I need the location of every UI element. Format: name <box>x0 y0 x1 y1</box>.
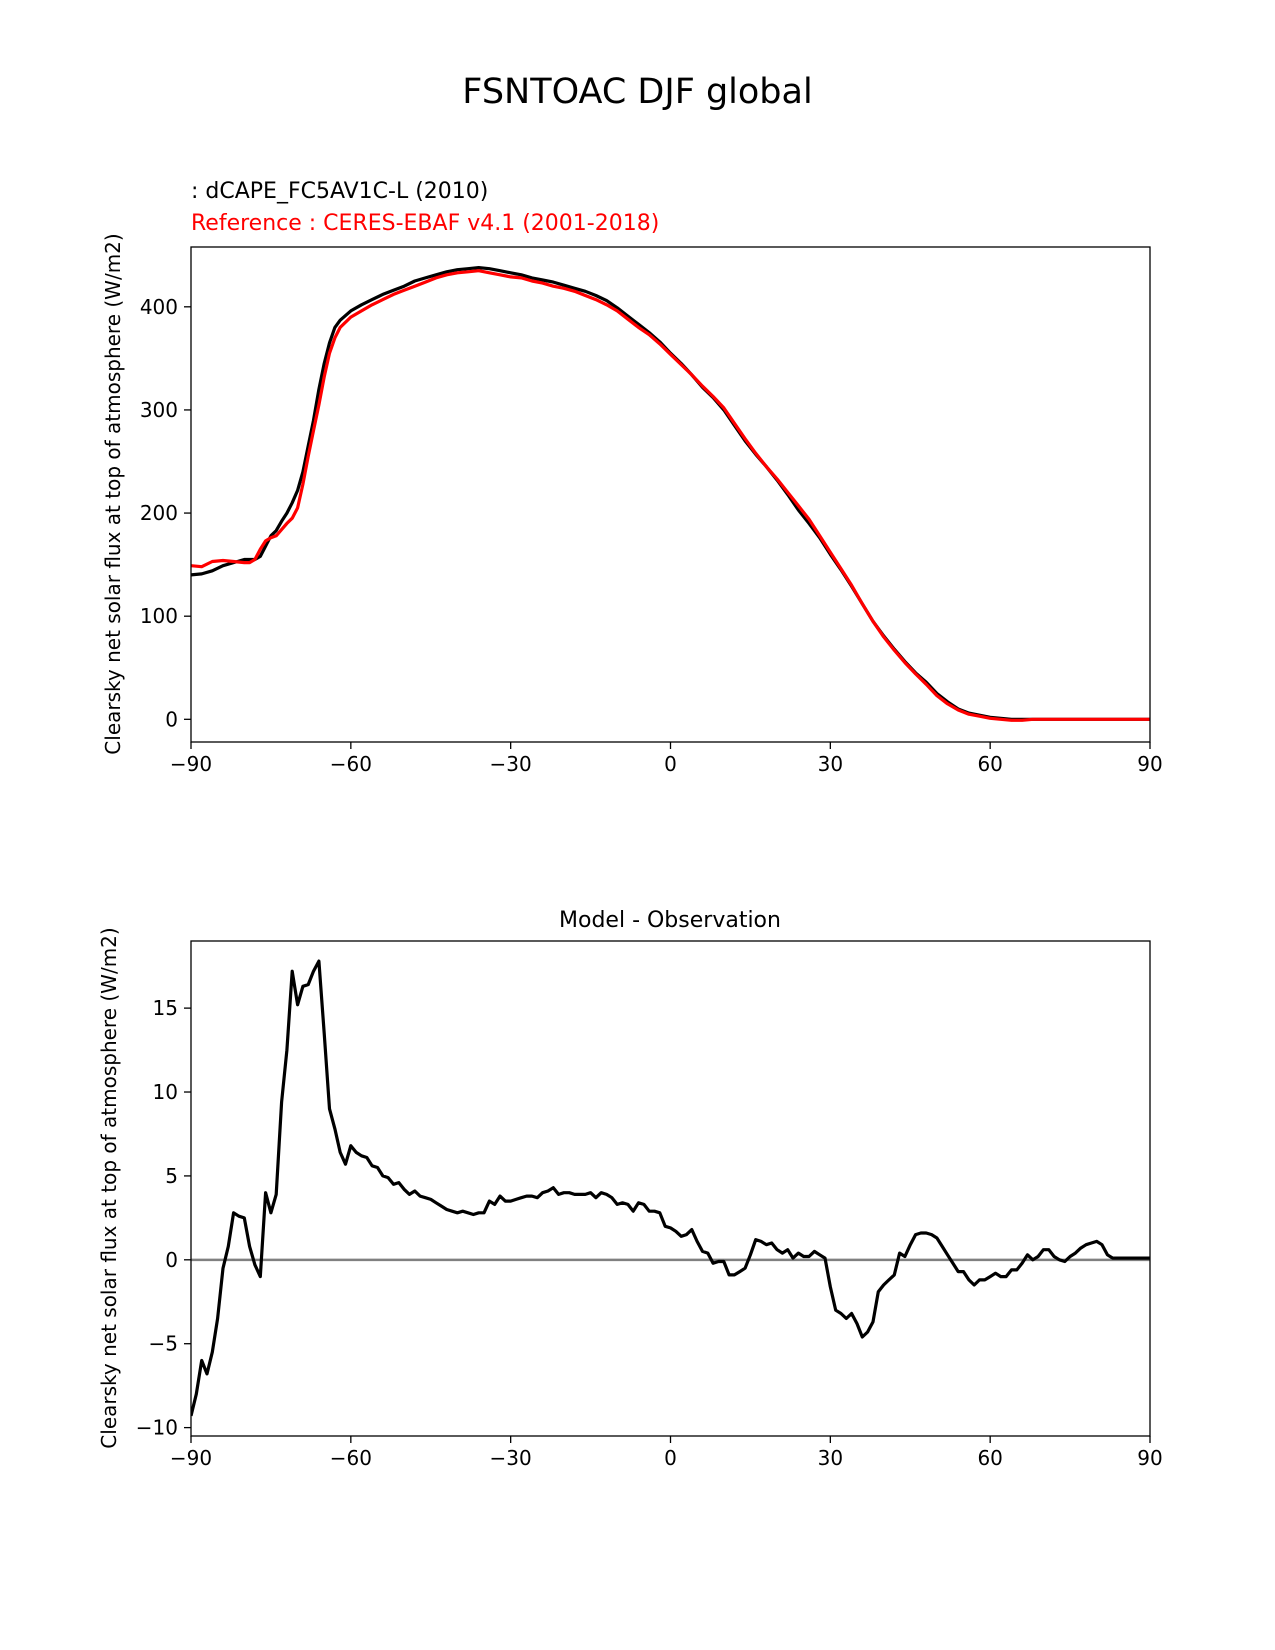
bottom-title: Model - Observation <box>559 908 781 933</box>
y-tick-label: 0 <box>165 707 178 731</box>
x-tick-label: 60 <box>977 752 1002 776</box>
bottom-axes-frame <box>190 940 1151 1437</box>
y-tick-label: 200 <box>140 501 178 525</box>
x-tick-label: −90 <box>170 752 212 776</box>
x-tick-label: 60 <box>977 1446 1002 1470</box>
x-tick-label: 30 <box>818 1446 843 1470</box>
x-tick-label: 0 <box>664 752 677 776</box>
y-tick-label: 5 <box>165 1164 178 1188</box>
y-tick-label: −5 <box>149 1332 178 1356</box>
y-tick-label: 10 <box>153 1080 178 1104</box>
x-tick-label: −60 <box>330 752 372 776</box>
y-tick-label: 400 <box>140 295 178 319</box>
y-tick-label: 0 <box>165 1248 178 1272</box>
top-series-group <box>191 266 1150 722</box>
y-tick-label: −10 <box>136 1416 178 1440</box>
top-panel: : dCAPE_FC5AV1C-L (2010) Reference : CER… <box>101 179 1163 776</box>
top-y-ticks: 0 100 200 300 400 <box>140 295 191 731</box>
series-line-1 <box>191 269 1150 722</box>
series-line-0 <box>191 959 1150 1417</box>
top-axes-frame <box>190 246 1151 743</box>
bottom-series-group <box>191 959 1150 1417</box>
bottom-panel: Model - Observation −90 −60 −30 0 30 60 90 −10… <box>97 908 1163 1470</box>
x-tick-label: 90 <box>1137 752 1162 776</box>
x-tick-label: 30 <box>818 752 843 776</box>
bottom-y-axis-label: Clearsky net solar flux at top of atmosp… <box>97 927 121 1448</box>
x-tick-label: −30 <box>490 752 532 776</box>
x-tick-label: −30 <box>490 1446 532 1470</box>
y-tick-label: 15 <box>153 996 178 1020</box>
x-tick-label: −60 <box>330 1446 372 1470</box>
bottom-x-ticks: −90 −60 −30 0 30 60 90 <box>170 1436 1163 1470</box>
y-tick-label: 300 <box>140 398 178 422</box>
figure-title: FSNTOAC DJF global <box>462 72 813 112</box>
y-tick-label: 100 <box>140 604 178 628</box>
bottom-y-ticks: −10 −5 0 5 10 15 <box>136 996 191 1440</box>
top-title-model: : dCAPE_FC5AV1C-L (2010) <box>191 179 488 204</box>
top-x-ticks: −90 −60 −30 0 30 60 90 <box>170 742 1163 776</box>
top-title-reference: Reference : CERES-EBAF v4.1 (2001-2018) <box>191 211 659 236</box>
x-tick-label: 90 <box>1137 1446 1162 1470</box>
x-tick-label: 0 <box>664 1446 677 1470</box>
x-tick-label: −90 <box>170 1446 212 1470</box>
top-y-axis-label: Clearsky net solar flux at top of atmosp… <box>101 233 125 754</box>
